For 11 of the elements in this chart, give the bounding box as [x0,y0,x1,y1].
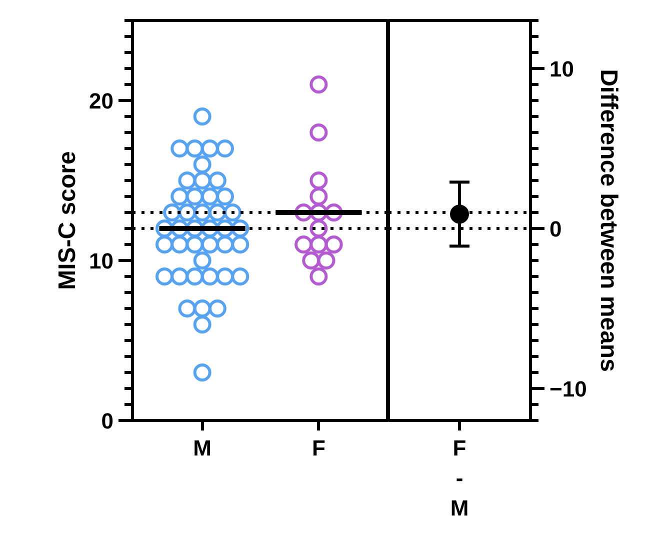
y2-tick-label: −10 [550,376,587,402]
y-tick-label: 0 [101,408,114,434]
y2-axis-title: Difference between means [594,69,622,372]
y2-tick-label: 0 [550,216,562,242]
y-tick-label: 20 [89,88,114,114]
x-tick-label: M [193,436,212,460]
x-tick-label: F [312,436,326,460]
y-axis-title: MIS-C score [54,151,82,290]
x-tick-label: F - M [450,436,469,520]
y-tick-label: 10 [89,248,114,274]
y2-tick-label: 10 [550,56,574,82]
